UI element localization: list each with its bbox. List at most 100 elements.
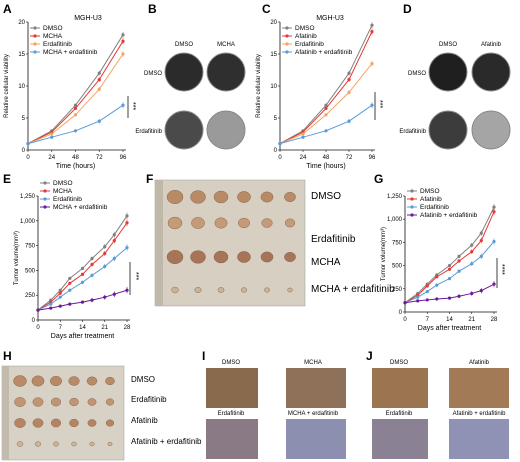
chart-e-point xyxy=(58,295,62,299)
chart-a-y-tick-label: 15 xyxy=(18,52,25,58)
chart-a-point xyxy=(73,129,78,133)
chart-e-y-tick-label: 250 xyxy=(25,293,36,299)
chart-c-x-tick-label: 24 xyxy=(300,155,307,161)
panel-b-col-mcha: MCHA xyxy=(217,42,235,48)
panel-f-tumor xyxy=(190,250,206,264)
chart-a-y-tick-label: 10 xyxy=(18,84,25,90)
chart-c-point xyxy=(324,113,328,117)
chart-g-x-tick-label: 21 xyxy=(468,317,475,323)
panel-h-tumor xyxy=(16,441,24,447)
chart-c-point xyxy=(347,90,351,94)
chart-c-legend-label: Erdafitinib xyxy=(295,41,324,48)
chart-g-legend-label: Afatinib xyxy=(420,196,442,203)
chart-e-x-label: Days after treatment xyxy=(51,333,114,340)
panel-h-tumor xyxy=(71,441,77,447)
chart-g-point xyxy=(425,284,429,288)
panel-f-tumor xyxy=(217,287,225,293)
chart-g-point xyxy=(492,210,496,214)
panel-f-tumor xyxy=(284,192,296,202)
panel-h-ruler xyxy=(2,366,9,460)
chart-e-x-tick-label: 7 xyxy=(59,325,63,331)
chart-e-point xyxy=(90,298,94,302)
panel-i-label-mcha: MCHA xyxy=(304,360,322,366)
chart-e-point xyxy=(103,264,107,269)
panel-h-tumor xyxy=(105,376,115,386)
chart-c-point xyxy=(347,78,351,82)
panel-f-tumor xyxy=(287,287,293,293)
chart-c-x-tick-label: 72 xyxy=(346,155,353,161)
ihc-i-erdafitinib xyxy=(206,419,258,459)
chart-g-point xyxy=(470,250,474,254)
panel-i-label-dmso: DMSO xyxy=(222,360,240,366)
chart-g-point xyxy=(447,264,452,268)
chart-e-point xyxy=(90,262,94,267)
panel-letter-d: D xyxy=(403,2,412,16)
chart-a-legend-label: MCHA xyxy=(43,33,63,40)
chart-c-legend-label: DMSO xyxy=(295,25,315,32)
panel-h-row-dmso: DMSO xyxy=(131,375,155,384)
chart-e-point xyxy=(80,280,85,284)
chart-a-significance: *** xyxy=(129,102,136,110)
dish-d-erda-afatinib xyxy=(471,110,511,150)
chart-g-point xyxy=(416,299,420,303)
panel-h-tumor xyxy=(68,376,80,386)
chart-e-point xyxy=(90,256,94,261)
chart-g-point xyxy=(492,282,496,286)
panel-f-tumor xyxy=(237,191,251,203)
chart-e-y-tick-label: 0 xyxy=(32,318,36,324)
panel-f-tumor xyxy=(260,191,274,203)
chart-g-point xyxy=(425,289,429,294)
panel-j-label-erdafitinib: Erdafitinib xyxy=(386,411,413,417)
panel-h-tumor xyxy=(14,397,26,407)
chart-g-point xyxy=(479,231,483,235)
chart-a-x-tick-label: 0 xyxy=(26,155,30,161)
chart-e-y-tick-label: 500 xyxy=(25,268,36,274)
chart-c-point xyxy=(278,142,282,146)
chart-g-x-label: Days after treatment xyxy=(418,325,481,332)
chart-e-significance: *** xyxy=(132,272,139,280)
chart-e-point xyxy=(103,251,107,256)
chart-c-y-tick-label: 0 xyxy=(274,148,278,154)
chart-a-point xyxy=(97,87,101,91)
chart-g-point xyxy=(435,297,439,301)
panel-f-tumor xyxy=(166,249,184,264)
chart-e-point xyxy=(36,308,40,312)
panel-letter-c: C xyxy=(262,2,271,16)
panel-f-tumor xyxy=(264,287,270,293)
panel-i-label-erdafitinib: Erdafitinib xyxy=(218,411,245,417)
panel-f-tumor xyxy=(167,216,183,230)
chart-g-y-tick-label: 0 xyxy=(399,310,403,316)
panel-letter-b: B xyxy=(148,2,157,16)
panel-h-tumor xyxy=(105,419,115,427)
panel-letter-j: J xyxy=(366,349,373,363)
chart-a-point xyxy=(121,52,125,56)
panel-letter-i: I xyxy=(202,349,205,363)
chart-c-legend-marker xyxy=(285,42,289,46)
panel-letter-e: E xyxy=(3,172,11,186)
chart-e-legend-marker xyxy=(43,197,47,201)
chart-c-point xyxy=(301,135,305,139)
chart-c-y-tick-label: 5 xyxy=(274,116,278,122)
chart-c-legend-label: Afatinib + erdafitinib xyxy=(295,49,353,56)
panel-j-ihc: DMSO Afatinib Erdafitinib Afatinib + erd… xyxy=(372,360,509,459)
panel-j-label-afatinib: Afatinib xyxy=(469,360,490,366)
chart-g-point xyxy=(479,289,483,293)
chart-c-point xyxy=(301,132,305,136)
panel-f-tumor xyxy=(237,251,251,263)
chart-g-legend-marker xyxy=(410,213,414,217)
panel-h-tumor-photo: DMSO Erdafitinib Afatinib Afatinib + erd… xyxy=(1,365,202,461)
chart-g: 0 7 14 21 28 0 250 500 750 1,000 1,250 Days after t… xyxy=(381,188,498,332)
chart-a-x-tick-label: 96 xyxy=(120,155,127,161)
chart-e-legend-marker xyxy=(43,181,47,185)
chart-e-point xyxy=(112,256,116,261)
panel-h-tumor xyxy=(34,441,42,447)
panel-h-tumor xyxy=(32,397,44,407)
chart-g-legend-marker xyxy=(410,197,414,201)
chart-c-y-tick-label: 15 xyxy=(270,52,277,58)
panel-h-tumor xyxy=(50,375,62,387)
panel-h-tumor xyxy=(50,397,62,407)
chart-g-point xyxy=(470,243,474,247)
dish-b-erda-dmso xyxy=(164,110,204,150)
panel-h-tumor xyxy=(86,376,98,386)
panel-h-row-afatinib: Afatinib xyxy=(131,416,158,425)
